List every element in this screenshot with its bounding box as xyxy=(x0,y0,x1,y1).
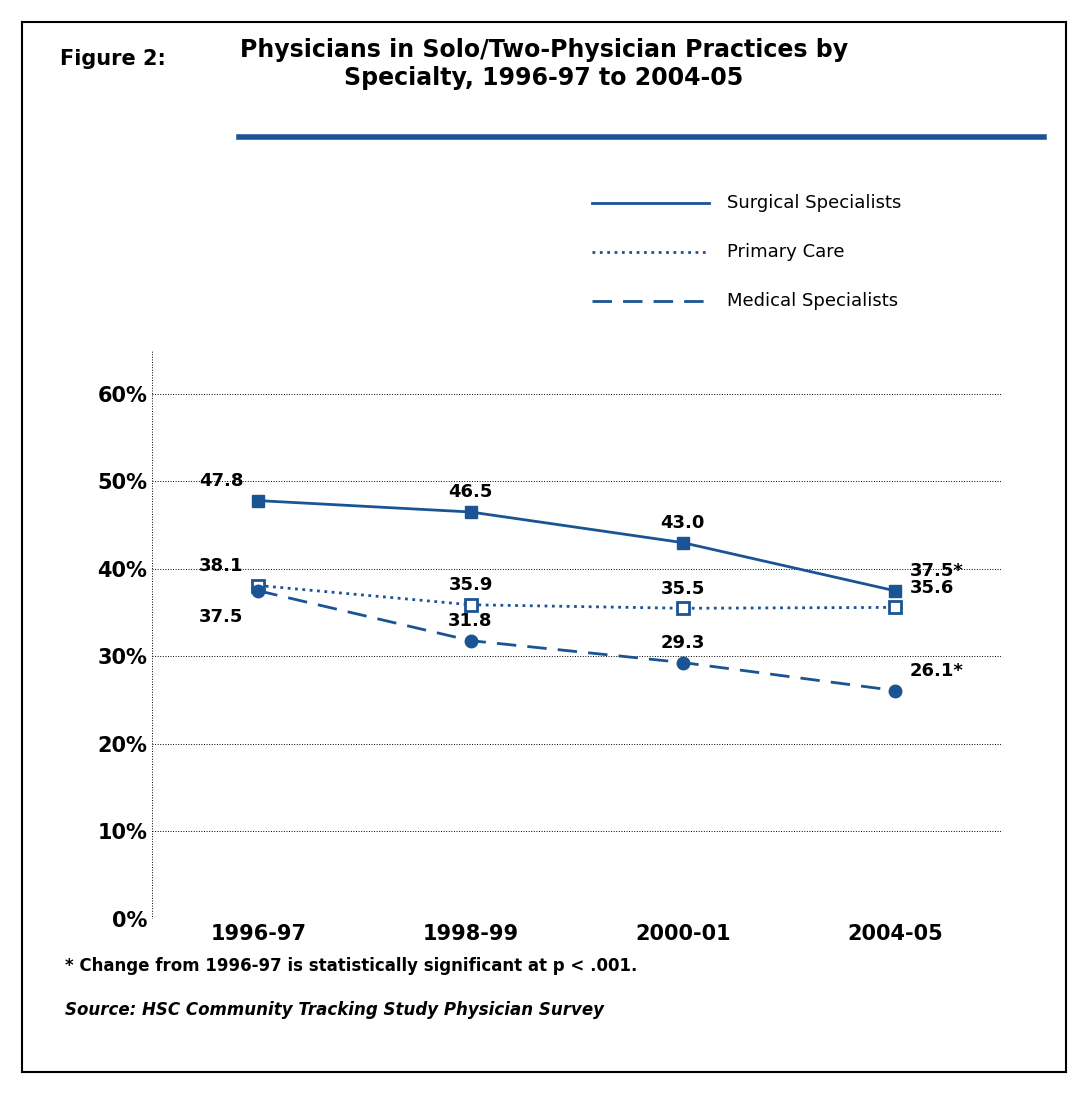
Text: Source: HSC Community Tracking Study Physician Survey: Source: HSC Community Tracking Study Phy… xyxy=(65,1001,604,1019)
Text: 35.5: 35.5 xyxy=(660,580,705,597)
Text: Primary Care: Primary Care xyxy=(727,243,844,260)
Text: 35.9: 35.9 xyxy=(448,577,493,594)
Text: 37.5: 37.5 xyxy=(199,608,244,626)
Text: 43.0: 43.0 xyxy=(660,514,705,532)
Text: 26.1*: 26.1* xyxy=(910,662,964,680)
Text: 37.5*: 37.5* xyxy=(910,562,964,580)
Text: Medical Specialists: Medical Specialists xyxy=(727,292,898,310)
Text: Physicians in Solo/Two-Physician Practices by
Specialty, 1996-97 to 2004-05: Physicians in Solo/Two-Physician Practic… xyxy=(240,38,848,90)
Text: Surgical Specialists: Surgical Specialists xyxy=(727,194,901,211)
Text: 35.6: 35.6 xyxy=(910,579,954,597)
Text: Figure 2:: Figure 2: xyxy=(60,49,165,69)
Text: 38.1: 38.1 xyxy=(199,557,244,575)
Text: 29.3: 29.3 xyxy=(660,635,705,652)
Text: 31.8: 31.8 xyxy=(448,613,493,630)
Text: * Change from 1996-97 is statistically significant at p < .001.: * Change from 1996-97 is statistically s… xyxy=(65,957,638,975)
Text: 46.5: 46.5 xyxy=(448,484,493,501)
Text: 47.8: 47.8 xyxy=(199,473,244,490)
